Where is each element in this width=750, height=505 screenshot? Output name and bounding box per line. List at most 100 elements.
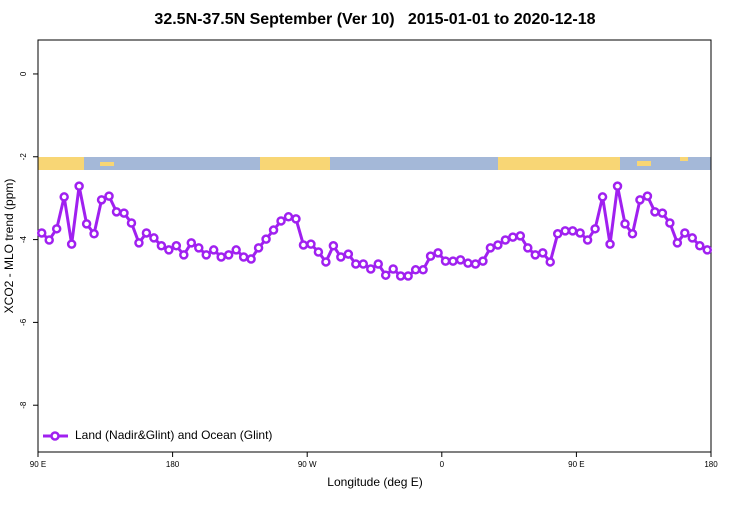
data-point	[104, 191, 114, 201]
data-point	[291, 214, 301, 224]
data-point	[642, 191, 653, 201]
data-point	[321, 257, 331, 267]
data-point	[201, 250, 211, 260]
data-point	[657, 208, 668, 218]
data-point	[66, 239, 77, 249]
x-tick-label: 90 E	[568, 460, 584, 469]
data-point	[59, 192, 69, 202]
data-point	[44, 235, 54, 245]
data-point	[627, 229, 638, 239]
data-point	[597, 192, 608, 202]
data-point	[134, 238, 144, 248]
data-point	[665, 218, 675, 228]
data-point	[455, 255, 466, 265]
data-point	[156, 241, 167, 251]
data-point	[89, 229, 99, 239]
data-point	[530, 250, 541, 260]
data-point	[126, 218, 137, 228]
data-point	[179, 250, 189, 260]
data-point	[410, 265, 421, 275]
data-point	[164, 245, 174, 255]
data-point	[403, 271, 413, 281]
x-tick-label: 0	[440, 460, 445, 469]
data-point	[515, 231, 526, 241]
data-point	[306, 239, 316, 249]
data-point	[328, 241, 339, 251]
data-point	[276, 216, 286, 226]
data-point	[366, 264, 376, 274]
data-point	[313, 247, 324, 257]
data-point	[388, 264, 398, 274]
data-point	[478, 256, 488, 266]
data-point	[51, 224, 62, 234]
data-point	[620, 219, 630, 229]
data-point	[582, 235, 593, 245]
data-point	[36, 228, 47, 238]
data-point	[81, 219, 92, 229]
data-point	[186, 238, 197, 248]
data-point	[672, 238, 683, 248]
data-point	[395, 271, 406, 281]
data-point	[343, 249, 354, 259]
y-tick-label: -6	[19, 318, 28, 326]
data-point	[96, 195, 107, 205]
data-point	[612, 181, 623, 191]
data-point	[261, 234, 271, 244]
y-tick-label: 0	[19, 71, 28, 76]
data-point	[702, 245, 713, 255]
data-point	[373, 259, 383, 269]
x-tick-label: 90 E	[30, 460, 46, 469]
data-point	[238, 252, 249, 262]
data-point	[687, 233, 698, 243]
data-point	[552, 229, 563, 239]
data-point	[425, 251, 436, 261]
data-point	[111, 207, 122, 217]
legend-marker	[50, 431, 60, 441]
data-point	[149, 233, 159, 243]
data-point	[545, 257, 555, 267]
legend-label: Land (Nadir&Glint) and Ocean (Glint)	[75, 428, 272, 442]
data-point	[253, 243, 264, 253]
data-point	[380, 270, 391, 280]
data-point	[74, 181, 84, 191]
data-point	[635, 195, 645, 205]
data-point	[268, 225, 279, 235]
y-tick-label: -2	[19, 153, 28, 161]
data-point	[605, 239, 615, 249]
data-point	[194, 243, 204, 253]
data-point	[246, 254, 256, 264]
data-point	[141, 228, 152, 238]
data-point	[590, 224, 600, 234]
y-tick-label: -4	[19, 235, 28, 243]
y-tick-label: -8	[19, 401, 28, 409]
plot-frame	[37, 39, 712, 453]
data-point	[358, 259, 369, 269]
chart-title: 32.5N-37.5N September (Ver 10) 2015-01-0…	[154, 11, 595, 28]
data-point	[650, 207, 660, 217]
x-tick-label: 180	[166, 460, 180, 469]
x-tick-label: 90 W	[298, 460, 317, 469]
data-point	[351, 259, 361, 269]
data-point	[500, 235, 511, 245]
y-axis-title: XCO2 - MLO trend (ppm)	[2, 179, 16, 314]
data-point	[216, 252, 226, 262]
data-point	[440, 256, 451, 266]
data-point	[298, 240, 309, 250]
x-tick-label: 180	[704, 460, 718, 469]
data-point	[283, 212, 294, 222]
data-point	[231, 245, 241, 255]
data-point	[538, 248, 548, 258]
data-point	[336, 252, 346, 262]
data-point	[560, 226, 570, 236]
data-point	[695, 241, 705, 251]
data-point	[575, 228, 585, 238]
data-point	[119, 208, 129, 218]
data-point	[433, 248, 443, 258]
data-point	[508, 232, 518, 242]
data-point	[567, 226, 578, 236]
data-point	[208, 245, 219, 255]
data-point	[463, 258, 473, 268]
x-axis-title: Longitude (deg E)	[327, 475, 422, 489]
data-point	[470, 259, 481, 269]
